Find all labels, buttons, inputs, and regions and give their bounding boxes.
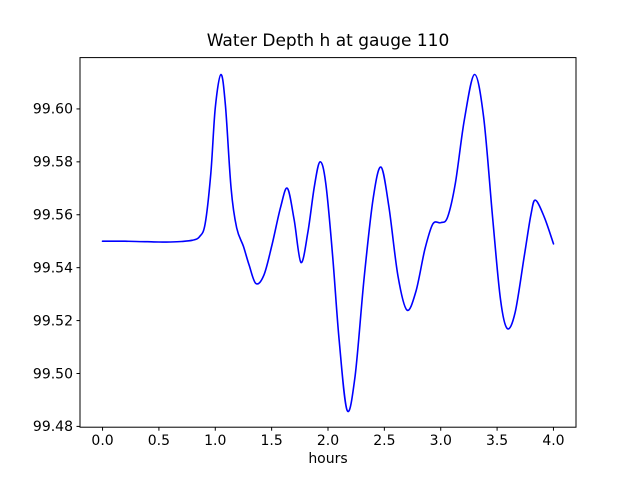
x-tick-label: 2.0 [317, 433, 339, 449]
y-tick-label: 99.54 [33, 260, 73, 276]
data-line [101, 73, 555, 413]
y-tick-label: 99.48 [33, 419, 73, 435]
x-tick-label: 3.5 [486, 433, 508, 449]
y-tick-label: 99.50 [33, 366, 73, 382]
x-tick-label: 2.5 [373, 433, 395, 449]
y-tick-label: 99.58 [33, 155, 73, 171]
y-tick-label: 99.56 [33, 208, 73, 224]
x-tick-label: 0.5 [148, 433, 170, 449]
y-tick-label: 99.60 [33, 102, 73, 118]
x-tick-label: 4.0 [542, 433, 564, 449]
chart-title: Water Depth h at gauge 110 [206, 31, 450, 51]
x-axis-label: hours [308, 451, 348, 467]
y-tick-label: 99.52 [33, 313, 73, 329]
x-tick-label: 1.0 [204, 433, 226, 449]
x-tick-label: 0.0 [91, 433, 113, 449]
x-tick-label: 1.5 [261, 433, 283, 449]
x-tick-label: 3.0 [430, 433, 452, 449]
